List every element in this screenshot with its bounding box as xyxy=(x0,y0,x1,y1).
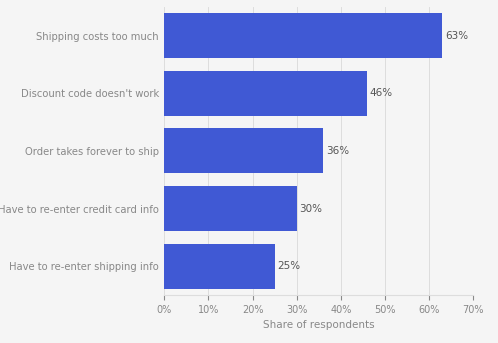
Text: 46%: 46% xyxy=(370,88,393,98)
Text: 30%: 30% xyxy=(299,203,322,214)
Bar xyxy=(164,128,323,174)
Text: 36%: 36% xyxy=(326,146,349,156)
Text: 25%: 25% xyxy=(277,261,300,271)
X-axis label: Share of respondents: Share of respondents xyxy=(263,320,374,330)
Bar xyxy=(164,244,274,289)
Bar xyxy=(164,13,442,58)
Text: 63%: 63% xyxy=(445,31,468,41)
Bar xyxy=(164,186,297,231)
Bar xyxy=(164,71,367,116)
